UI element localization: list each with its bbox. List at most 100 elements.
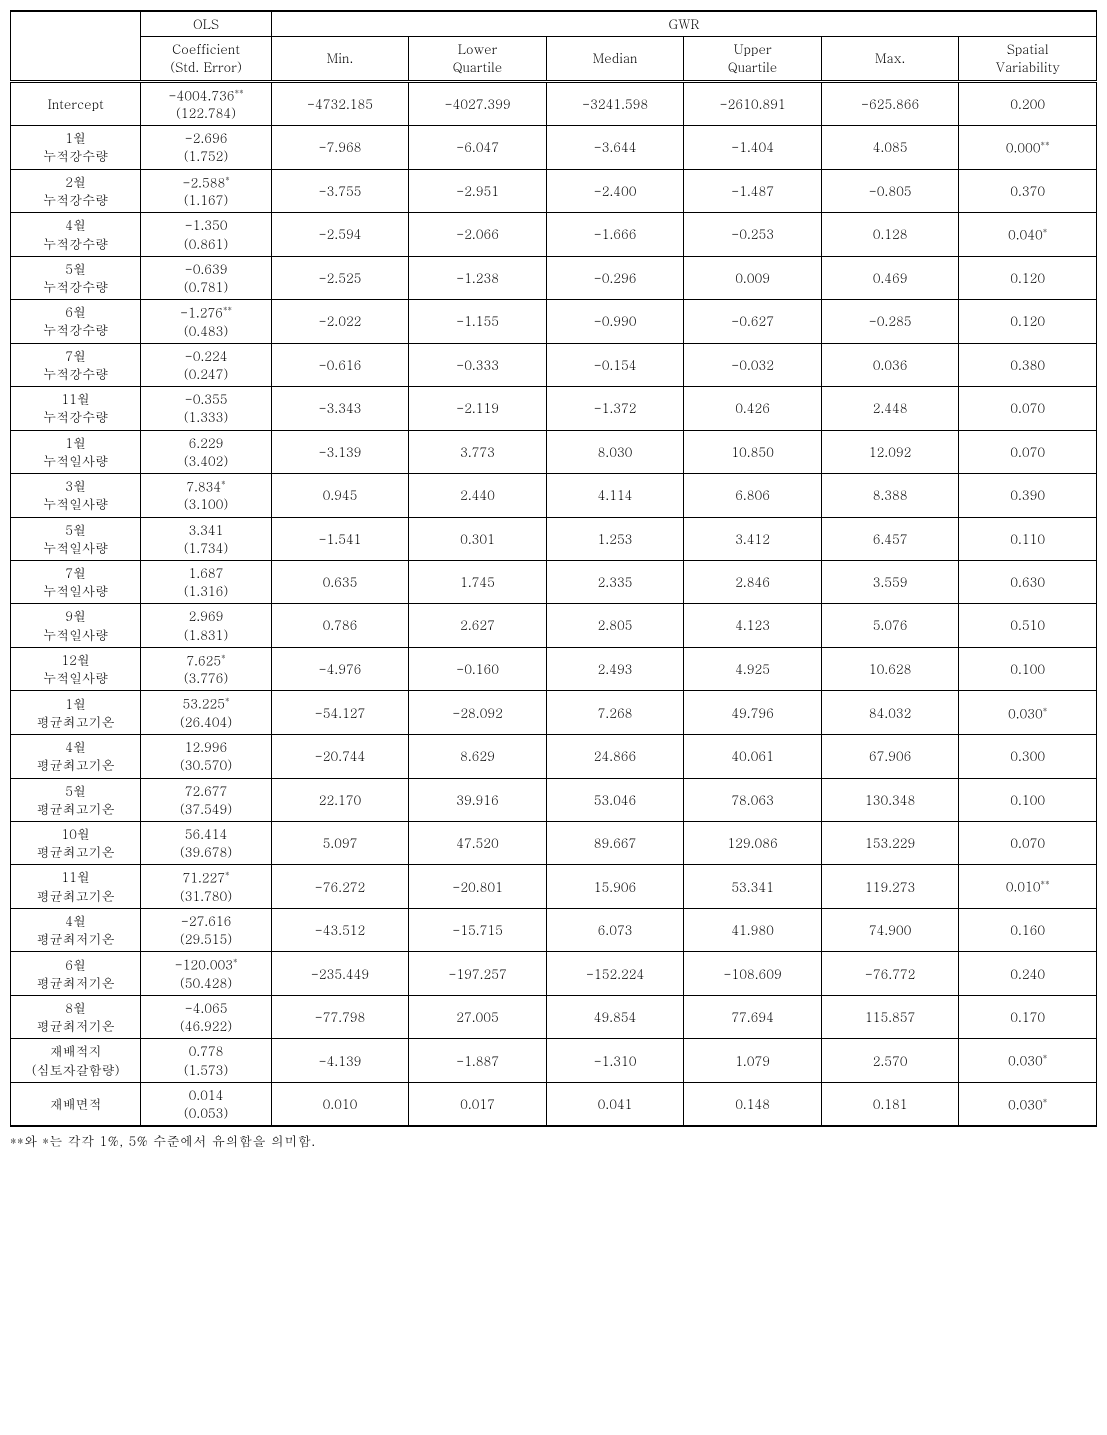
row-label-line1: 1월 <box>15 129 136 147</box>
gwr-min-cell: -3.755 <box>271 169 409 213</box>
gwr-max-cell: 8.388 <box>821 473 959 517</box>
ols-std-error: (46.922) <box>145 1017 266 1035</box>
ols-coef-cell: 3.341(1.734) <box>141 517 271 560</box>
ols-std-error: (39.678) <box>145 843 266 861</box>
row-label-line2: 누적강수량 <box>15 321 136 339</box>
spatial-variability-cell: 0.040* <box>959 213 1097 256</box>
ols-coef-value: 7.625* <box>145 651 266 670</box>
gwr-uq-cell: -0.627 <box>684 300 822 344</box>
spatial-variability-cell: 0.240 <box>959 952 1097 996</box>
row-label-line1: 4월 <box>15 912 136 930</box>
gwr-lq-cell: 0.017 <box>409 1082 547 1126</box>
row-label-line1: 4월 <box>15 216 136 234</box>
table-row: 1월평균최고기온53.225*(26.404)-54.127-28.0927.2… <box>11 691 1097 735</box>
gwr-uq-cell: 4.123 <box>684 604 822 647</box>
row-label-line1: 6월 <box>15 956 136 974</box>
ols-coef-value: 0.014 <box>145 1086 266 1104</box>
ols-coef-value: -1.276** <box>145 303 266 322</box>
ols-coef-cell: -120.003*(50.428) <box>141 952 271 996</box>
spatial-variability-cell: 0.370 <box>959 169 1097 213</box>
gwr-max-cell: 130.348 <box>821 778 959 821</box>
gwr-min-cell: -20.744 <box>271 735 409 778</box>
row-label: 5월누적일사량 <box>11 517 141 560</box>
gwr-med-cell: -1.310 <box>546 1039 684 1082</box>
spatial-variability-cell: 0.390 <box>959 473 1097 517</box>
row-label-line1: 재배면적 <box>15 1095 136 1113</box>
gwr-med-cell: -0.296 <box>546 256 684 299</box>
gwr-uq-cell: 3.412 <box>684 517 822 560</box>
gwr-lq-cell: 2.440 <box>409 473 547 517</box>
gwr-min-cell: -0.616 <box>271 343 409 386</box>
gwr-lq-cell: -0.160 <box>409 647 547 691</box>
gwr-uq-cell: 1.079 <box>684 1039 822 1082</box>
row-label-line1: 12월 <box>15 651 136 669</box>
gwr-med-cell: 2.335 <box>546 561 684 604</box>
gwr-lq-cell: 39.916 <box>409 778 547 821</box>
spatial-variability-cell: 0.030* <box>959 1082 1097 1126</box>
spatial-variability-cell: 0.510 <box>959 604 1097 647</box>
spatial-variability-cell: 0.000** <box>959 126 1097 169</box>
row-label-line1: 5월 <box>15 260 136 278</box>
gwr-uq-cell: 0.426 <box>684 387 822 430</box>
gwr-min-cell: -76.272 <box>271 865 409 909</box>
gwr-max-cell: 10.628 <box>821 647 959 691</box>
row-label: Intercept <box>11 81 141 126</box>
ols-coef-value: 3.341 <box>145 521 266 539</box>
gwr-min-cell: -3.139 <box>271 430 409 473</box>
spatial-variability-cell: 0.120 <box>959 256 1097 299</box>
gwr-med-cell: 24.866 <box>546 735 684 778</box>
spatial-variability-cell: 0.170 <box>959 996 1097 1039</box>
gwr-med-cell: 8.030 <box>546 430 684 473</box>
ols-coef-cell: -1.276**(0.483) <box>141 300 271 344</box>
row-label-line2: (심토자갈함량) <box>15 1061 136 1079</box>
row-label: 4월누적강수량 <box>11 213 141 256</box>
gwr-max-cell: -0.805 <box>821 169 959 213</box>
ols-std-error: (29.515) <box>145 930 266 948</box>
header-lower-quartile: Lower Quartile <box>409 37 547 81</box>
table-row: 9월누적일사량2.969(1.831)0.7862.6272.8054.1235… <box>11 604 1097 647</box>
header-spatial-variability: Spatial Variability <box>959 37 1097 81</box>
spatial-variability-cell: 0.120 <box>959 300 1097 344</box>
spatial-variability-cell: 0.200 <box>959 81 1097 126</box>
gwr-lq-cell: -1.887 <box>409 1039 547 1082</box>
row-label-line2: 누적강수량 <box>15 408 136 426</box>
spatial-variability-cell: 0.070 <box>959 430 1097 473</box>
row-label-line1: 10월 <box>15 825 136 843</box>
ols-coef-cell: 12.996(30.570) <box>141 735 271 778</box>
ols-coef-cell: 2.969(1.831) <box>141 604 271 647</box>
gwr-min-cell: -2.525 <box>271 256 409 299</box>
ols-coef-value: -0.639 <box>145 260 266 278</box>
gwr-med-cell: -0.990 <box>546 300 684 344</box>
ols-coef-value: -4004.736** <box>145 86 266 105</box>
spatial-variability-cell: 0.630 <box>959 561 1097 604</box>
row-label-line1: 6월 <box>15 303 136 321</box>
gwr-med-cell: 53.046 <box>546 778 684 821</box>
header-median: Median <box>546 37 684 81</box>
gwr-uq-cell: 4.925 <box>684 647 822 691</box>
ols-std-error: (0.781) <box>145 278 266 296</box>
ols-coef-value: -2.588* <box>145 173 266 192</box>
gwr-lq-cell: 1.745 <box>409 561 547 604</box>
gwr-uq-cell: 40.061 <box>684 735 822 778</box>
row-label-line1: Intercept <box>15 95 136 113</box>
ols-std-error: (37.549) <box>145 800 266 818</box>
spatial-variability-cell: 0.030* <box>959 691 1097 735</box>
gwr-min-cell: -54.127 <box>271 691 409 735</box>
gwr-med-cell: 15.906 <box>546 865 684 909</box>
gwr-max-cell: 12.092 <box>821 430 959 473</box>
row-label-line2: 누적강수량 <box>15 147 136 165</box>
ols-coef-value: 1.687 <box>145 564 266 582</box>
gwr-med-cell: -0.154 <box>546 343 684 386</box>
gwr-uq-cell: 53.341 <box>684 865 822 909</box>
row-label-line1: 5월 <box>15 521 136 539</box>
gwr-lq-cell: 2.627 <box>409 604 547 647</box>
row-label: 8월평균최저기온 <box>11 996 141 1039</box>
ols-coef-value: 56.414 <box>145 825 266 843</box>
spatial-variability-cell: 0.070 <box>959 821 1097 864</box>
row-label-line2: 평균최저기온 <box>15 930 136 948</box>
row-label-line2: 평균최고기온 <box>15 713 136 731</box>
row-label-line2: 누적일사량 <box>15 626 136 644</box>
header-max: Max. <box>821 37 959 81</box>
table-row: 5월누적강수량-0.639(0.781)-2.525-1.238-0.2960.… <box>11 256 1097 299</box>
spatial-variability-cell: 0.030* <box>959 1039 1097 1082</box>
